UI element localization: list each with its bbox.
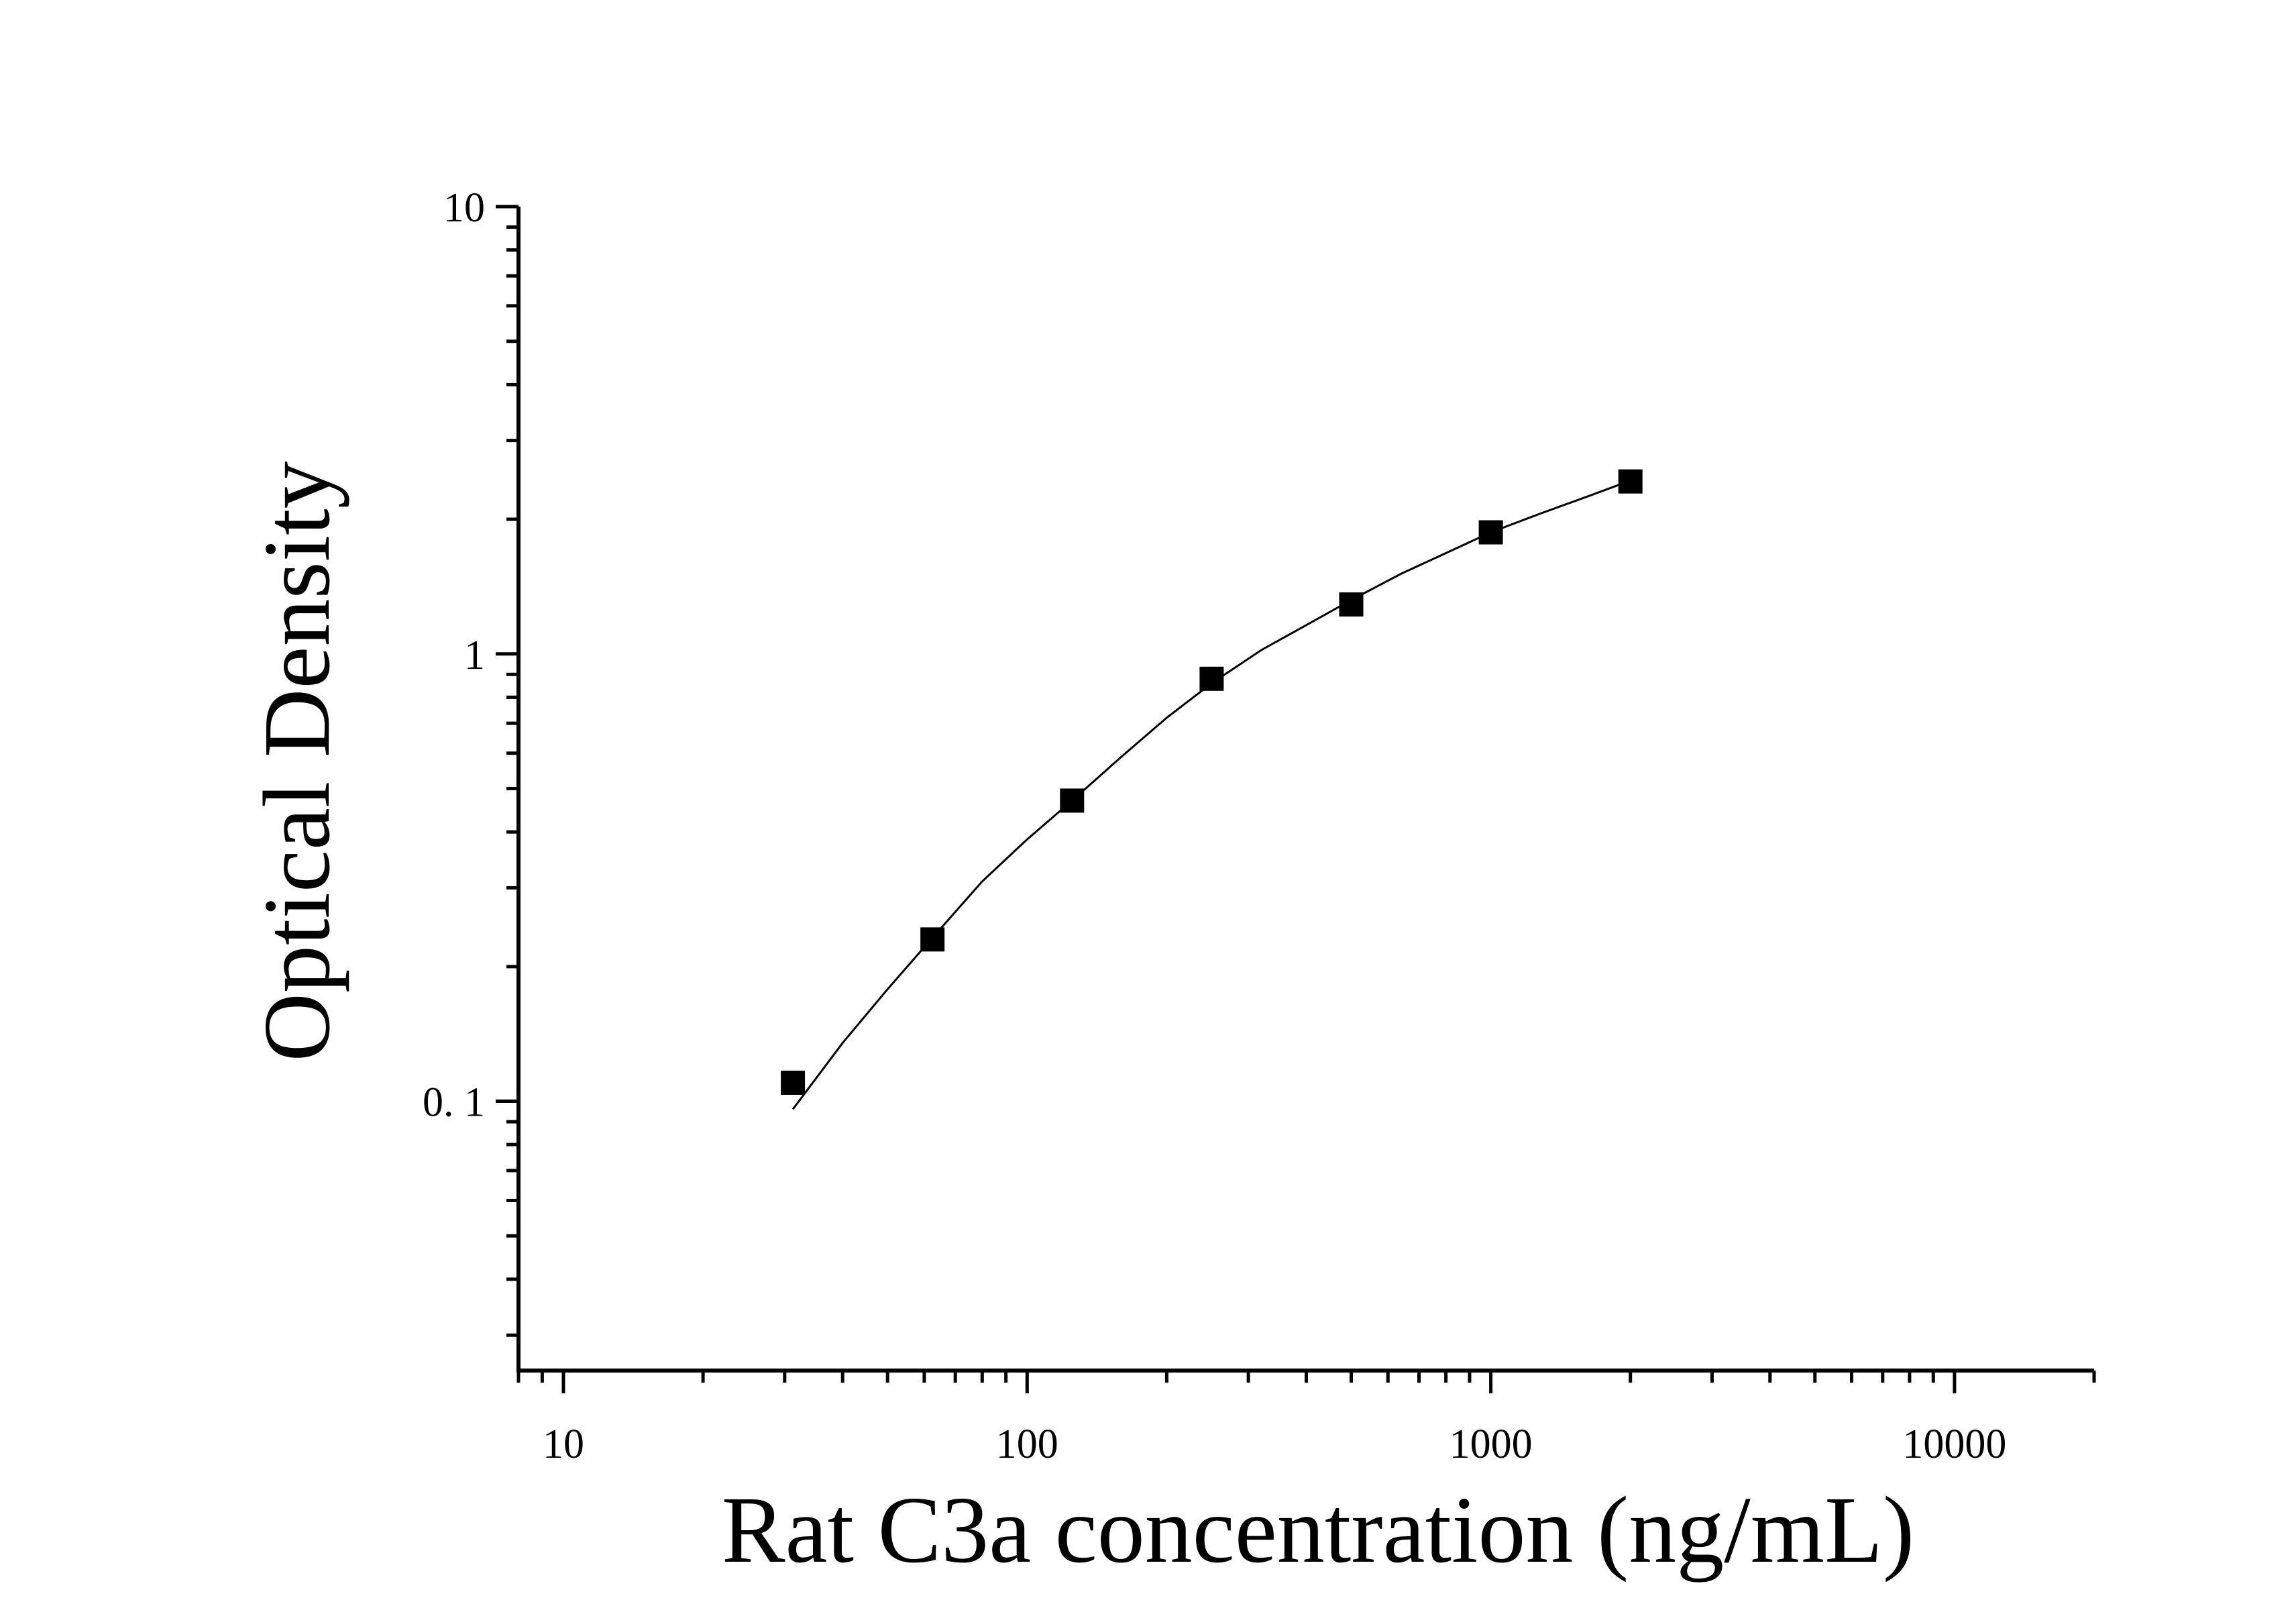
data-point-marker — [1199, 666, 1224, 691]
data-point-marker — [781, 1070, 806, 1095]
x-tick-label: 10000 — [1902, 1422, 2006, 1467]
data-point-marker — [1618, 469, 1643, 494]
fit-curve — [791, 480, 1631, 1110]
x-tick-label: 10 — [543, 1422, 584, 1467]
y-tick-label: 1 — [464, 633, 485, 678]
data-point-marker — [1339, 592, 1364, 617]
x-axis-title: Rat C3a concentration (ng/mL) — [722, 1477, 1914, 1583]
plot-area: 10 100 1000 10000 0. 1 1 10 — [423, 185, 2096, 1467]
x-tick-label: 1000 — [1450, 1422, 1533, 1467]
x-tick-label: 100 — [996, 1422, 1058, 1467]
data-point-marker — [1060, 788, 1085, 813]
data-point-marker — [920, 927, 945, 952]
y-tick-label: 0. 1 — [423, 1080, 485, 1126]
y-tick-label: 10 — [443, 185, 485, 231]
y-axis-title: Optical Density — [243, 461, 349, 1061]
data-point-marker — [1478, 520, 1503, 545]
